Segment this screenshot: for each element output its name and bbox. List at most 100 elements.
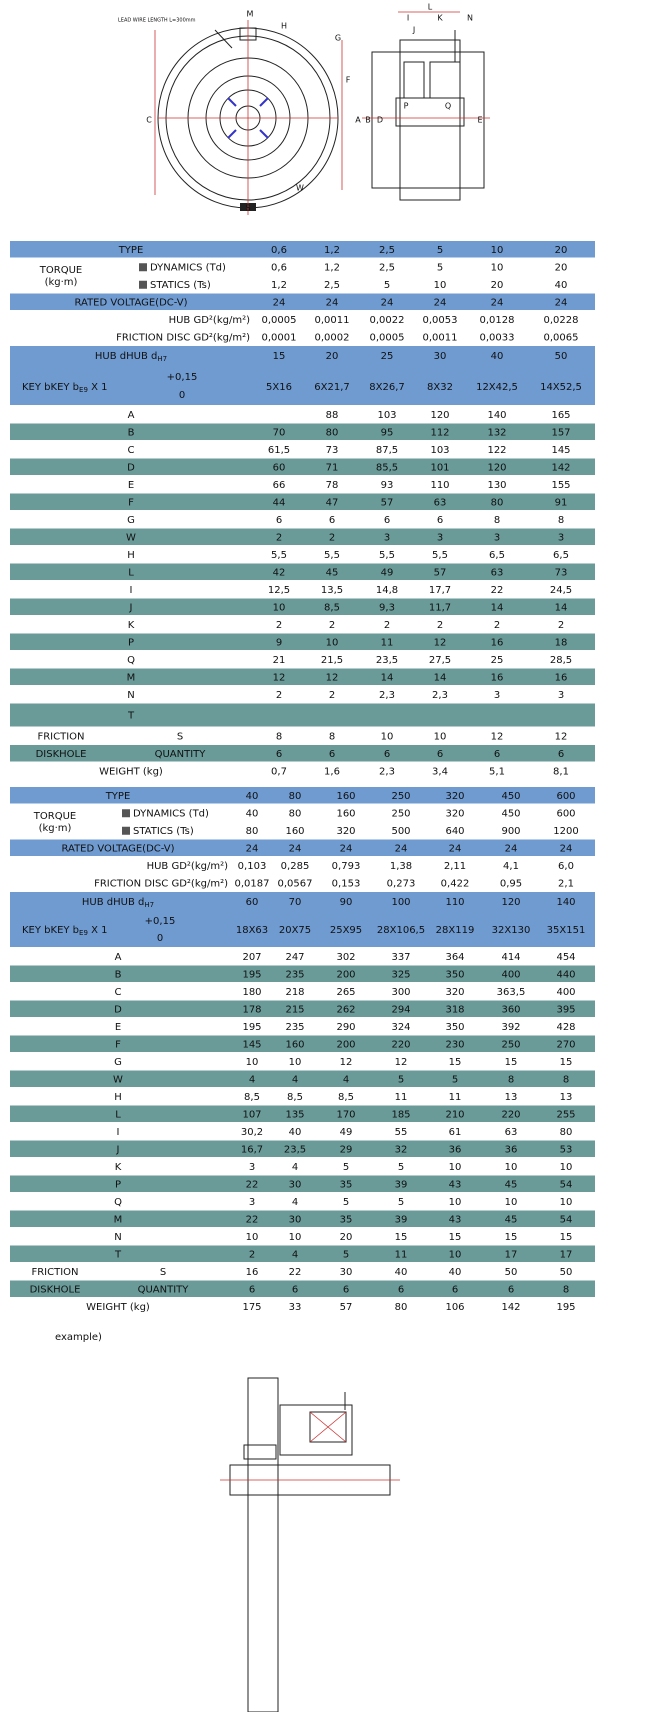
cell-value: 5 xyxy=(343,1197,349,1208)
cell-value: 364 xyxy=(445,952,464,963)
row-band xyxy=(10,328,595,345)
cell-value: 900 xyxy=(501,826,520,837)
cell-value: 14 xyxy=(381,672,394,683)
cell-value: 110 xyxy=(430,480,449,491)
cell-value: 10 xyxy=(560,1162,573,1173)
cell-value: 87,5 xyxy=(376,445,398,456)
cell-value: 210 xyxy=(445,1109,464,1120)
cell-value: 11 xyxy=(395,1249,408,1260)
cell-value: 350 xyxy=(445,1022,464,1033)
cell-value: 0,0567 xyxy=(278,878,313,889)
cell-value: 85,5 xyxy=(376,462,398,473)
cell-value: 9,3 xyxy=(379,602,395,613)
cell-value: 9 xyxy=(276,637,282,648)
cell-value: 4,1 xyxy=(503,861,519,872)
row-label: A xyxy=(115,952,122,963)
cell-value: 11,7 xyxy=(429,602,451,613)
row-band xyxy=(10,616,595,633)
cell-value: 337 xyxy=(391,952,410,963)
cell-value: 160 xyxy=(336,791,355,802)
row-band xyxy=(10,346,595,405)
cell-value: 40 xyxy=(246,808,259,819)
row-label: L xyxy=(115,1109,121,1120)
coil-section xyxy=(429,61,461,99)
cell-value: 2,5 xyxy=(379,245,395,256)
row-label: D xyxy=(127,462,135,473)
cell-value: 36 xyxy=(505,1144,518,1155)
cell-value: 103 xyxy=(430,445,449,456)
cell-value: 4 xyxy=(249,1074,255,1085)
cell-value: 43 xyxy=(449,1214,462,1225)
cell-value: 6 xyxy=(384,515,390,526)
icon xyxy=(139,263,147,272)
cell-value: 100 xyxy=(391,897,410,908)
cell-value: 2 xyxy=(276,620,282,631)
cell-value: 10 xyxy=(505,1197,518,1208)
cell-value: 15 xyxy=(449,1057,462,1068)
row-label: FRICTION DISC GD²(kg/m²) xyxy=(94,878,228,889)
cell-value: 122 xyxy=(487,445,506,456)
cell-value: 54 xyxy=(560,1179,573,1190)
cell-value: 12 xyxy=(491,731,504,742)
cell-value: 2,3 xyxy=(379,690,395,701)
cell-value: 16 xyxy=(555,672,568,683)
cell-value: 6 xyxy=(437,749,443,760)
cell-value: 40 xyxy=(246,791,259,802)
cell-value: 30,2 xyxy=(241,1127,263,1138)
cell-value: 207 xyxy=(242,952,261,963)
cell-value: 160 xyxy=(285,826,304,837)
drawing-label: B xyxy=(365,116,371,125)
row-band xyxy=(10,857,595,874)
cell-value: 5X16 xyxy=(266,382,292,393)
cell-value: 142 xyxy=(551,462,570,473)
cell-value: 8,5 xyxy=(244,1092,260,1103)
cell-value: 20 xyxy=(491,280,504,291)
cell-value: 63 xyxy=(491,567,504,578)
drawing-label: G xyxy=(335,34,341,43)
cell-value: 14 xyxy=(555,602,568,613)
cell-value: 11 xyxy=(395,1092,408,1103)
cell-value: 3 xyxy=(249,1197,255,1208)
cell-value: 88 xyxy=(326,410,339,421)
row-band xyxy=(10,1140,595,1157)
cell-value: 6 xyxy=(292,1284,298,1295)
cell-value: 320 xyxy=(445,791,464,802)
cell-value: 235 xyxy=(285,1022,304,1033)
cell-value: 17,7 xyxy=(429,585,451,596)
cell-value: 450 xyxy=(501,791,520,802)
cell-value: 25 xyxy=(381,351,394,362)
cell-value: 195 xyxy=(556,1302,575,1313)
disc-section xyxy=(403,61,425,99)
cell-value: 63 xyxy=(434,497,447,508)
row-label: HUB GD²(kg/m²) xyxy=(169,315,250,326)
cell-value: 0,285 xyxy=(281,861,310,872)
cell-value: 195 xyxy=(242,969,261,980)
cell-value: 2,3 xyxy=(432,690,448,701)
row-label: Q xyxy=(114,1197,122,1208)
cell-value: 10 xyxy=(246,1232,259,1243)
cell-value: 10 xyxy=(434,280,447,291)
cell-value: 175 xyxy=(242,1302,261,1313)
cell-value: 61,5 xyxy=(268,445,290,456)
row-band xyxy=(10,441,595,458)
cell-value: 107 xyxy=(242,1109,261,1120)
row-label: G xyxy=(114,1057,122,1068)
cell-value: 10 xyxy=(273,602,286,613)
cell-value: 12 xyxy=(434,637,447,648)
row-label: W xyxy=(126,532,136,543)
cell-value: 195 xyxy=(242,1022,261,1033)
bolt xyxy=(227,97,237,107)
cell-value: 320 xyxy=(445,808,464,819)
cell-value: 8,1 xyxy=(553,766,569,777)
cell-value: 5,5 xyxy=(432,550,448,561)
bolt xyxy=(259,129,269,139)
cell-value: 60 xyxy=(273,462,286,473)
row-label: DISKHOLE xyxy=(30,1284,81,1295)
row-band xyxy=(10,1210,595,1227)
cell-value: 220 xyxy=(391,1039,410,1050)
cell-value: 24 xyxy=(289,843,302,854)
cell-value: 155 xyxy=(551,480,570,491)
cell-value: 320 xyxy=(336,826,355,837)
cell-value: 157 xyxy=(551,427,570,438)
cell-value: 15 xyxy=(273,351,286,362)
